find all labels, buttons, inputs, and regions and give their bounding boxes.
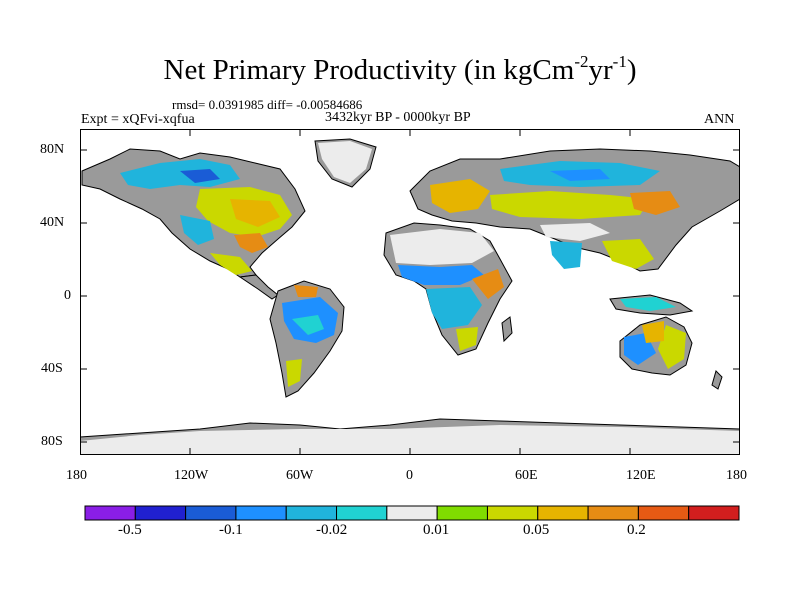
new-zealand: [711, 370, 723, 390]
europe-positive: [430, 179, 490, 213]
siberia-deep-negative: [550, 169, 610, 181]
map-title: Net Primary Productivity (in kgCm-2yr-1): [0, 52, 800, 88]
southeast-asia-negative: [620, 297, 676, 311]
stats-line: rmsd= 0.0391985 diff= -0.00584686: [172, 97, 363, 112]
central-asia-positive: [490, 191, 650, 219]
world-map: [80, 129, 740, 455]
congo-negative: [426, 287, 482, 329]
colorbar-swatch: [235, 505, 287, 521]
colorbar-label: 0.01: [423, 522, 450, 538]
lon-tick-label: 120E: [626, 468, 656, 483]
mexico-positive: [210, 253, 252, 275]
colorbar-label: 0.05: [523, 522, 550, 538]
lat-tick-label: 40S: [41, 361, 63, 376]
patagonia-positive: [286, 359, 302, 387]
title-unit-year: yr: [588, 54, 613, 86]
colorbar-swatch: [587, 505, 639, 521]
productivity-field: [80, 141, 740, 455]
title-exponent-year: -1: [612, 52, 627, 71]
colorbar-label: -0.5: [118, 522, 142, 538]
colorbar-swatch: [84, 505, 136, 521]
lat-tick-label: 80N: [40, 142, 65, 157]
amazon-cyan: [292, 315, 324, 335]
lat-tick-label: 80S: [41, 434, 63, 449]
axis-ticks: [80, 129, 740, 455]
colorbar-swatch: [185, 505, 237, 521]
colorbar-swatch: [537, 505, 589, 521]
lon-tick-label: 180: [726, 468, 747, 483]
colorbar-swatch: [637, 505, 690, 521]
colorbar-label: -0.02: [316, 522, 348, 538]
colorbar-label: -0.1: [219, 522, 243, 538]
title-close-paren: ): [626, 54, 637, 86]
australia-center-positive: [642, 321, 664, 343]
colorbar-swatch: [486, 505, 539, 521]
period-label: 3432kyr BP - 0000kyr BP: [325, 110, 471, 125]
australia-east-positive: [658, 325, 686, 369]
experiment-label: Expt = xQFvi-xqfua: [81, 112, 195, 127]
lon-tick-label: 60W: [286, 468, 314, 483]
title-exponent-area: -2: [574, 52, 589, 71]
southern-africa-positive: [456, 327, 478, 351]
south-america-north-positive: [294, 285, 318, 297]
colorbar-swatch: [134, 505, 187, 521]
colorbar-swatch: [688, 505, 740, 521]
lon-tick-label: 0: [406, 468, 413, 483]
greenland-ice-zone: [318, 141, 372, 183]
arctic-canada-anomaly: [120, 159, 240, 189]
tibet-neutral: [540, 223, 610, 241]
lat-tick-label: 40N: [40, 215, 65, 230]
colorbar-swatch: [285, 505, 338, 521]
colorbar-label: 0.2: [627, 522, 646, 538]
lon-tick-label: 120W: [174, 468, 209, 483]
lon-tick-label: 60E: [515, 468, 538, 483]
sahara-neutral: [390, 229, 494, 265]
colorbar-swatch: [386, 505, 438, 521]
lon-tick-label: 180: [66, 468, 87, 483]
asia-strong-positive: [630, 191, 680, 215]
antarctic-ice-zone: [80, 425, 740, 455]
madagascar: [501, 316, 513, 343]
lat-tick-label: 0: [64, 288, 71, 303]
india-negative: [550, 241, 582, 269]
north-america-strong-positive: [230, 199, 280, 227]
colorbar-swatch: [436, 505, 488, 521]
season-label: ANN: [704, 112, 735, 127]
east-asia-positive: [602, 239, 654, 269]
title-text: Net Primary Productivity (in kgCm: [163, 54, 575, 86]
color-bar: [84, 505, 740, 521]
arctic-canada-anomaly-dark: [180, 169, 220, 183]
sahel-negative: [398, 265, 484, 285]
colorbar-swatch: [336, 505, 388, 521]
us-southeast-positive: [234, 233, 268, 253]
us-west-negative: [180, 215, 214, 245]
east-africa-positive: [472, 269, 504, 299]
